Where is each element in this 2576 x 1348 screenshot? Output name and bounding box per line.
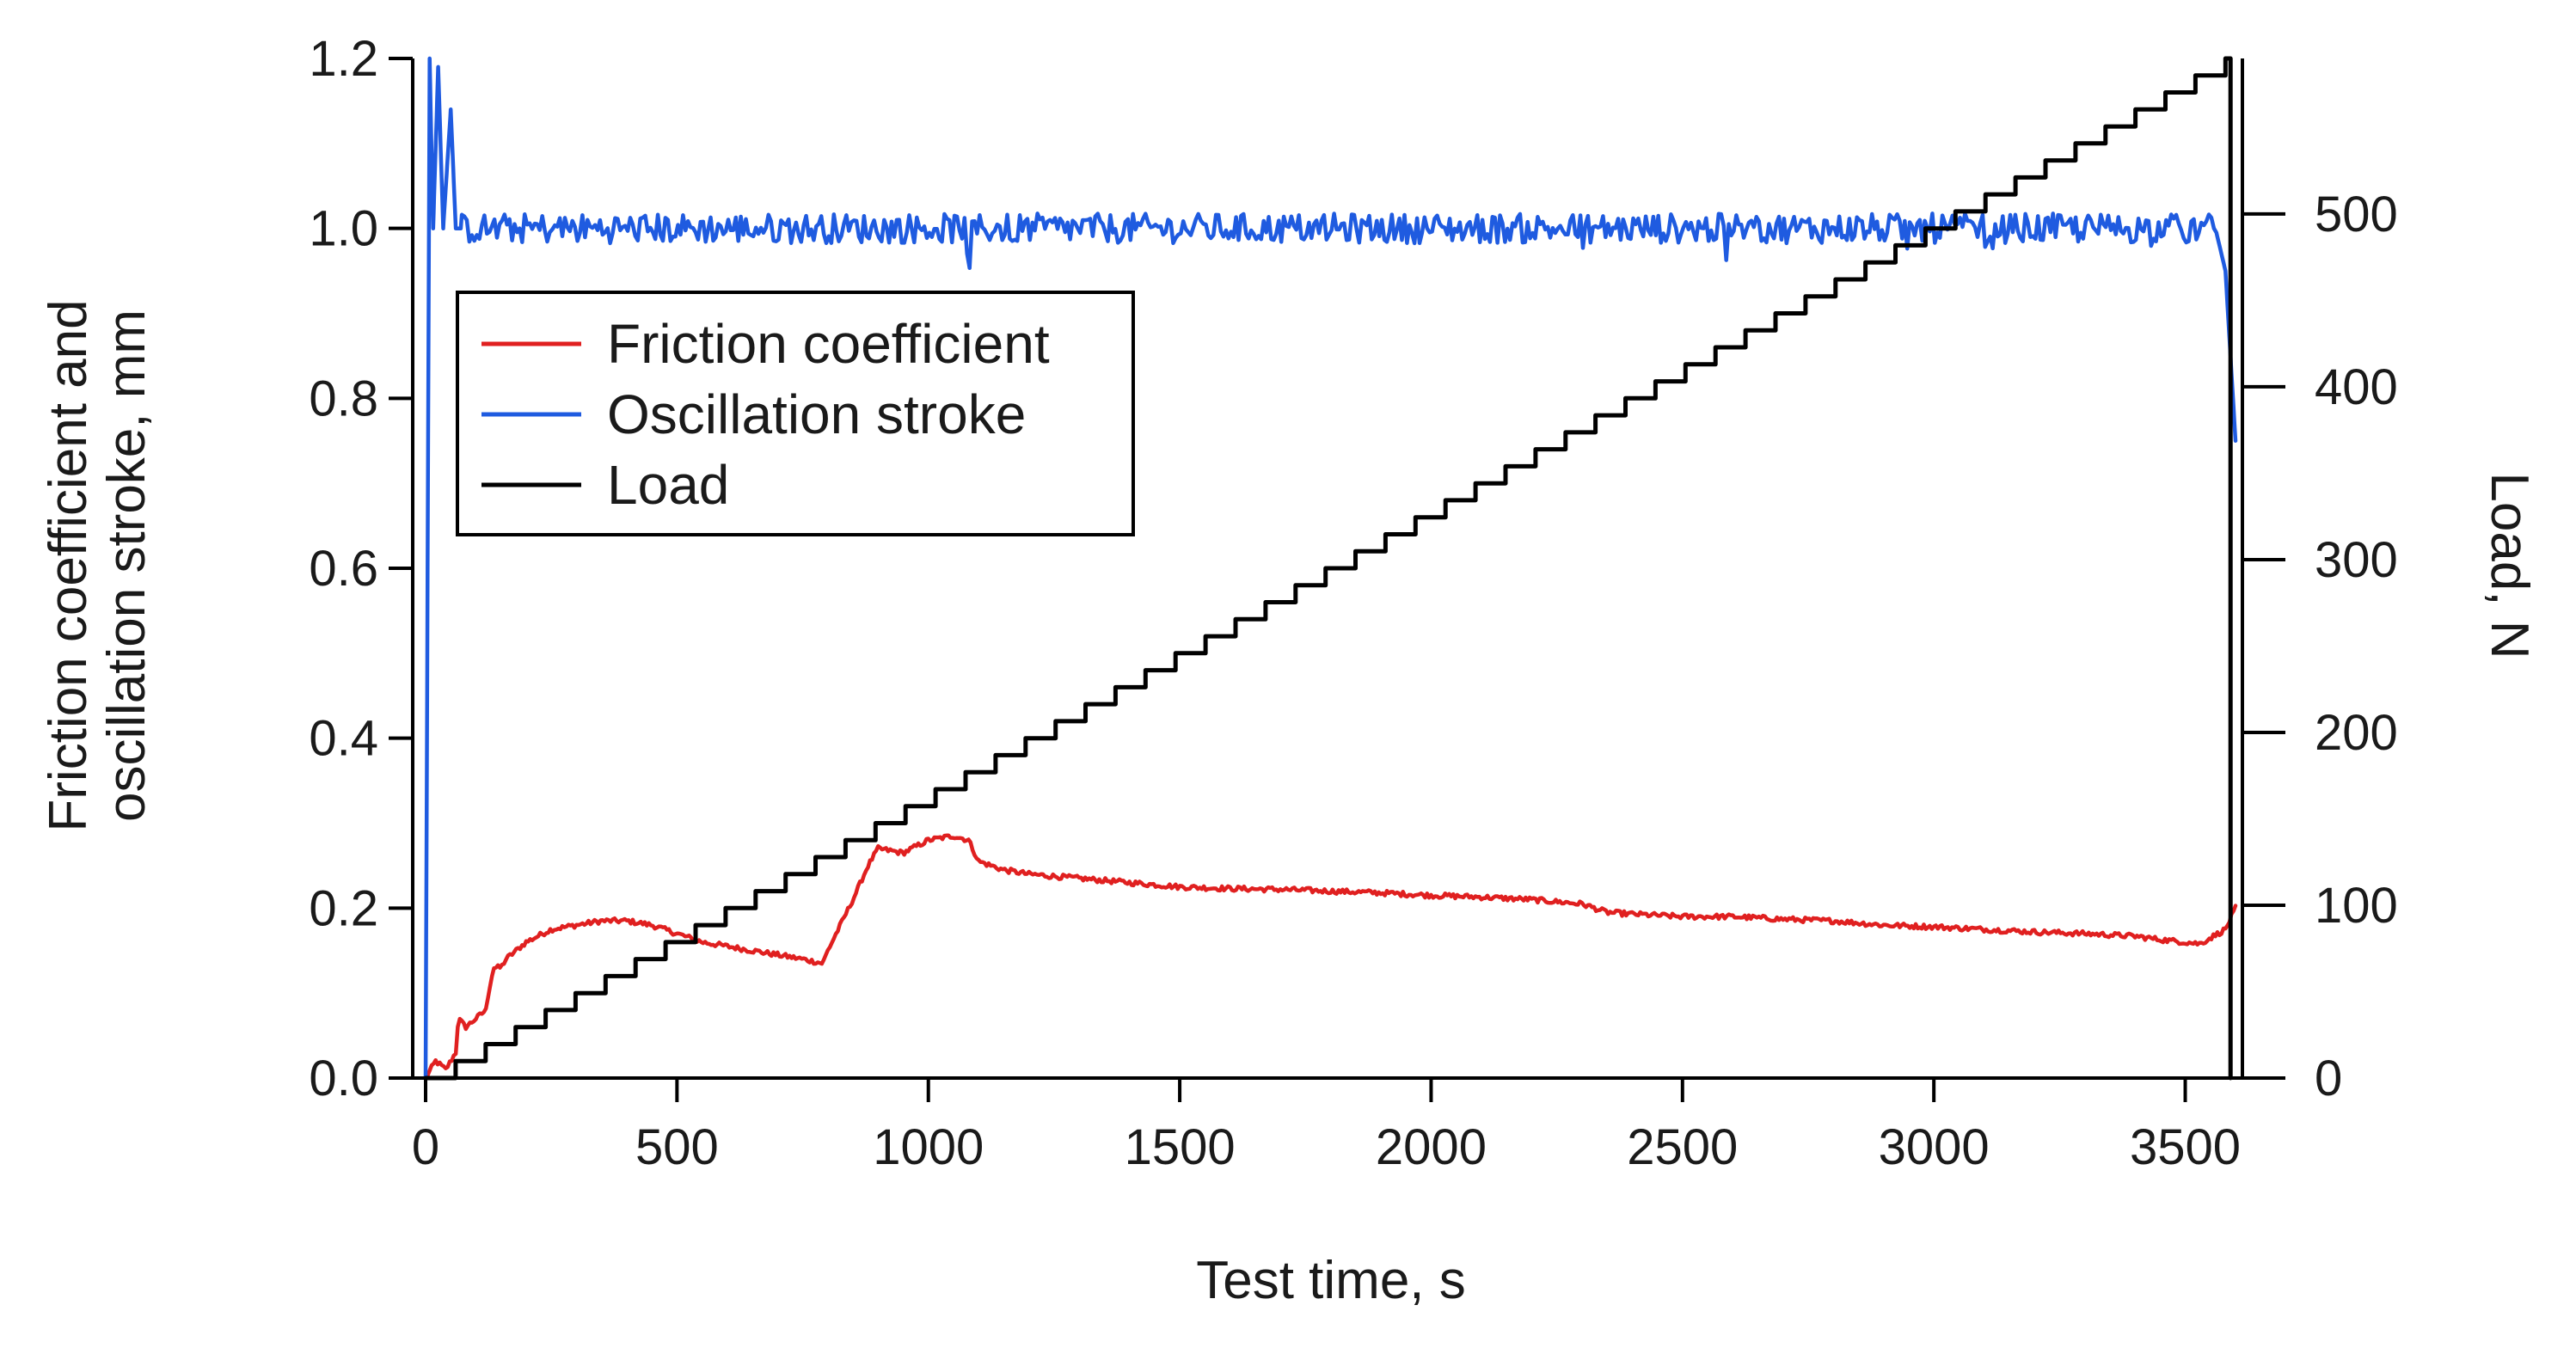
series-layer xyxy=(423,56,2238,1081)
x-tick-label: 500 xyxy=(635,1119,719,1175)
x-tick-label: 0 xyxy=(412,1119,439,1175)
x-tick-label: 1500 xyxy=(1125,1119,1236,1175)
y-right-tick-label: 300 xyxy=(2315,532,2398,588)
y-left-tick-label: 0.0 xyxy=(309,1051,378,1106)
x-tick-label: 3000 xyxy=(1879,1119,1990,1175)
x-tick-label: 3500 xyxy=(2130,1119,2241,1175)
y-right-title: Load, N xyxy=(2480,472,2539,659)
y-right-tick-label: 400 xyxy=(2315,359,2398,415)
y-left-tick-label: 1.0 xyxy=(309,201,378,257)
x-axis-title: Test time, s xyxy=(1196,1251,1466,1310)
y-right-tick-label: 100 xyxy=(2315,878,2398,934)
x-tick-label: 1000 xyxy=(873,1119,984,1175)
x-tick-label: 2500 xyxy=(1627,1119,1738,1175)
y-left-tick-label: 1.2 xyxy=(309,31,378,87)
y-left-tick-label: 0.8 xyxy=(309,371,378,426)
y-left-title-line-2: oscillation stroke, mm xyxy=(97,309,156,822)
y-left-tick-label: 0.4 xyxy=(309,711,378,767)
series-friction-coefficient xyxy=(423,833,2238,1080)
y-right-tick-label: 500 xyxy=(2315,187,2398,242)
y-right-tick-label: 0 xyxy=(2315,1051,2342,1106)
series-load xyxy=(423,56,2233,1081)
y-left-tick-label: 0.2 xyxy=(309,880,378,936)
y-right-axis-title: Load, N xyxy=(2480,472,2539,659)
legend-label-load: Load xyxy=(607,454,729,516)
series-oscillation-stroke xyxy=(423,56,2238,1081)
x-tick-label: 2000 xyxy=(1376,1119,1487,1175)
y-right-tick-label: 200 xyxy=(2315,705,2398,761)
y-left-title-line-1: Friction coefficient and xyxy=(39,299,98,831)
axes-layer: 0 500 1000 1500 2000 2500 3000 35000.00.20.40.6… xyxy=(309,31,2397,1175)
legend: Friction coefficient Oscillation stroke … xyxy=(456,291,1135,536)
legend-label-stroke: Oscillation stroke xyxy=(607,383,1026,445)
legend-label-friction: Friction coefficient xyxy=(607,313,1050,375)
y-left-tick-label: 0.6 xyxy=(309,541,378,597)
y-left-axis-title: Friction coefficient and oscillation str… xyxy=(39,299,156,831)
